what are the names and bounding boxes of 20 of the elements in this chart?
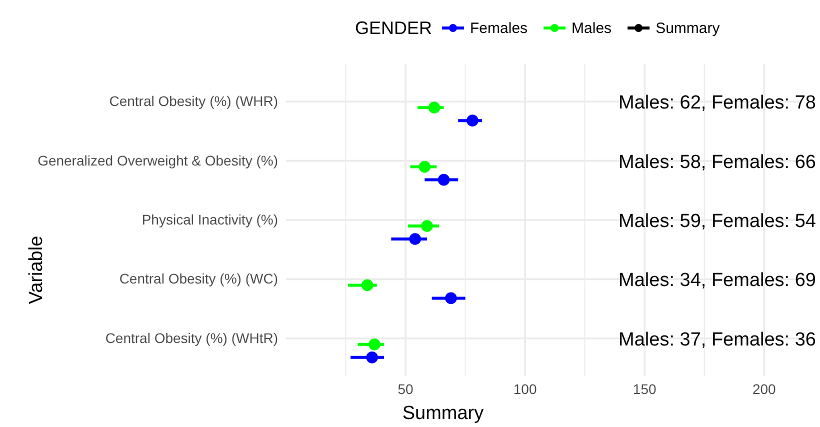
- y-tick-label: Central Obesity (%) (WC): [119, 270, 278, 287]
- y-tick-label: Physical Inactivity (%): [142, 211, 278, 228]
- legend-label: Males: [572, 20, 612, 37]
- legend-title: GENDER: [355, 18, 432, 38]
- annotation: Males: 59, Females: 54: [618, 211, 816, 232]
- x-tick-label: 200: [752, 380, 776, 397]
- y-tick-label: Central Obesity (%) (WHtR): [105, 330, 278, 346]
- x-tick-label: 100: [513, 380, 537, 397]
- y-tick-label: Central Obesity (%) (WHR): [109, 93, 278, 110]
- annotation: Males: 62, Females: 78: [618, 92, 816, 114]
- annotation: Males: 34, Females: 69: [618, 270, 816, 292]
- y-tick-label: Generalized Overweight & Obesity (%): [38, 152, 278, 168]
- legend-label: Females: [470, 20, 528, 37]
- annotation: Males: 37, Females: 36: [618, 329, 816, 350]
- x-tick-label: 150: [632, 380, 656, 397]
- y-axis-title: Variable: [26, 236, 47, 304]
- x-axis-title: Summary: [402, 403, 484, 424]
- legend-label: Summary: [656, 20, 720, 37]
- annotation: Males: 58, Females: 66: [618, 152, 816, 173]
- x-tick-label: 50: [398, 380, 414, 397]
